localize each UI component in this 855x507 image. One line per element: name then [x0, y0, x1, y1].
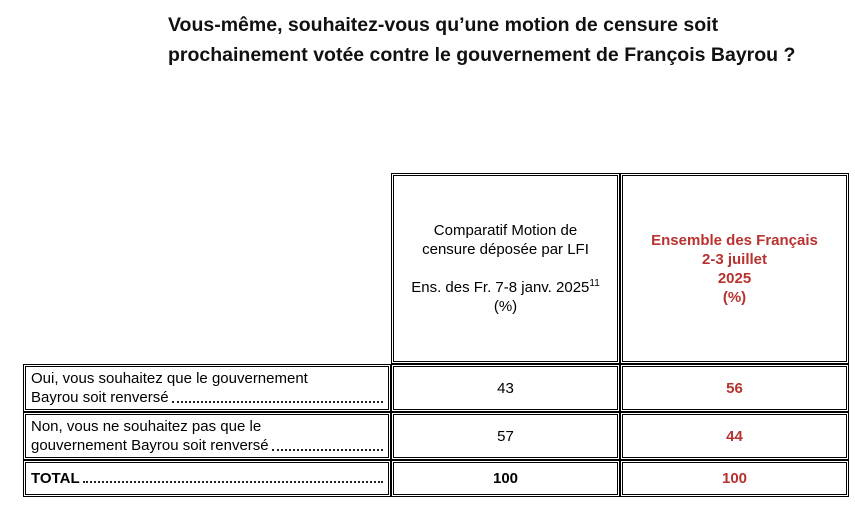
row-oui-label-line-2: Bayrou soit renversé	[31, 388, 383, 407]
comparison-header-unit: (%)	[493, 298, 518, 315]
current-header-line-1: Ensemble des Français	[651, 231, 818, 249]
comparison-header-line-2: censure déposée par LFI	[422, 241, 589, 258]
column-header-comparison: Comparatif Motion de censure déposée par…	[391, 173, 620, 364]
table-row-label-oui: Oui, vous souhaitez que le gouvernement …	[23, 364, 391, 412]
row-oui-value-current: 56	[620, 364, 849, 412]
row-non-value-current: 44	[620, 412, 849, 460]
footnote-marker: 11	[589, 278, 600, 289]
row-non-value-comparison: 57	[391, 412, 620, 460]
table-row-total-label: TOTAL	[23, 460, 391, 497]
question-line-1: Vous-même, souhaitez-vous qu’une motion …	[168, 14, 719, 36]
comparison-header-line-1: Comparatif Motion de	[433, 222, 578, 239]
row-oui-label-line-1: Oui, vous souhaitez que le gouvernement	[31, 370, 308, 387]
survey-question: Vous-même, souhaitez-vous qu’une motion …	[168, 10, 848, 70]
current-header-line-3: 2025	[717, 269, 752, 287]
total-value-current: 100	[620, 460, 849, 497]
total-value-comparison: 100	[391, 460, 620, 497]
question-line-2: prochainement votée contre le gouverneme…	[168, 44, 796, 66]
column-header-current: Ensemble des Français 2-3 juillet 2025 (…	[620, 173, 849, 364]
table-row-label-non: Non, vous ne souhaitez pas que le gouver…	[23, 412, 391, 460]
total-label: TOTAL	[31, 470, 80, 487]
row-non-label-line-1: Non, vous ne souhaitez pas que le	[31, 418, 262, 435]
row-oui-value-comparison: 43	[391, 364, 620, 412]
row-non-label-line-2: gouvernement Bayrou soit renversé	[31, 436, 383, 455]
comparison-header-line-3: Ens. des Fr. 7-8 janv. 202511	[411, 278, 600, 297]
current-header-unit: (%)	[722, 288, 747, 306]
current-header-line-2: 2-3 juillet	[701, 250, 768, 268]
